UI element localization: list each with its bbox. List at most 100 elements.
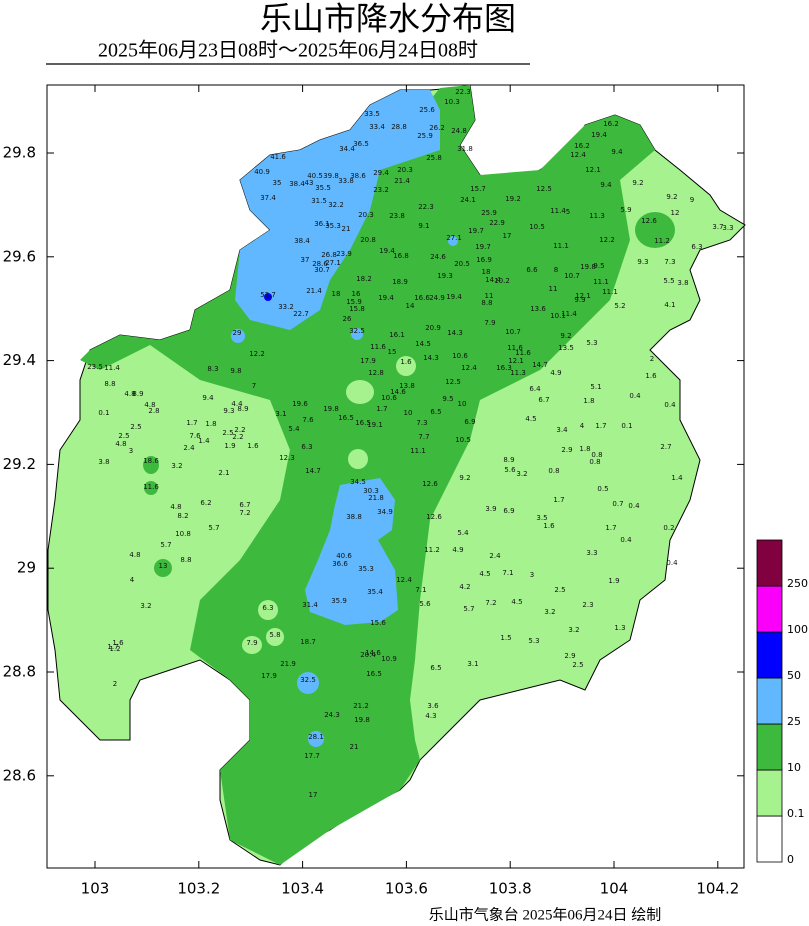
station-value: 3.3	[586, 549, 597, 557]
station-value: 4.4	[231, 400, 243, 408]
station-value: 1.4	[671, 474, 683, 482]
station-value: 29	[233, 329, 242, 337]
x-tick-label: 104	[600, 880, 629, 898]
station-value: 19.1	[367, 421, 383, 429]
legend-swatch	[756, 723, 783, 771]
station-value: 5.7	[463, 605, 474, 613]
station-value: 6.9	[464, 418, 475, 426]
station-value: 0.4	[628, 502, 640, 510]
station-value: 1.6	[400, 358, 412, 366]
station-value: 37.4	[260, 194, 276, 202]
station-value: 10.2	[494, 277, 510, 285]
station-value: 9.5	[593, 262, 604, 270]
station-value: 7.1	[415, 586, 426, 594]
station-value: 2.4	[489, 552, 501, 560]
station-value: 7.1	[502, 569, 513, 577]
station-value: 4.5	[525, 415, 536, 423]
station-value: 17.9	[360, 357, 376, 365]
region-green	[144, 481, 158, 495]
station-value: 13	[159, 562, 168, 570]
station-value: 6.3	[301, 443, 312, 451]
station-value: 28.8	[391, 123, 407, 131]
station-value: 4.8	[115, 440, 126, 448]
station-value: 40.5	[307, 172, 323, 180]
station-value: 7.7	[418, 433, 429, 441]
station-value: 16.3	[496, 364, 512, 372]
station-value: 1.7	[605, 524, 616, 532]
station-value: 2.1	[218, 469, 229, 477]
station-value: 43	[305, 179, 314, 187]
station-value: 10.7	[564, 272, 580, 280]
station-value: 0.4	[620, 536, 632, 544]
station-value: 24.6	[430, 253, 446, 261]
station-value: 0.8	[548, 467, 559, 475]
station-value: 1.3	[614, 624, 625, 632]
station-value: 22.3	[418, 203, 434, 211]
station-value: 38.8	[346, 513, 362, 521]
station-value: 2	[650, 355, 654, 363]
legend-swatch	[756, 769, 783, 817]
station-value: 21.8	[368, 494, 384, 502]
station-value: 12	[671, 209, 680, 217]
station-value: 30.7	[314, 266, 330, 274]
station-value: 16.9	[476, 256, 492, 264]
station-value: 19.7	[468, 227, 484, 235]
station-value: 1.4	[198, 437, 210, 445]
station-value: 9.4	[611, 148, 623, 156]
station-value: 20.3	[358, 211, 374, 219]
station-value: 10.3	[444, 98, 460, 106]
station-value: 7.2	[485, 599, 496, 607]
station-value: 3.8	[677, 279, 688, 287]
station-value: 1.8	[583, 397, 594, 405]
station-value: 33.4	[369, 123, 385, 131]
station-value: 12.4	[461, 364, 477, 372]
station-value: 5.4	[288, 425, 300, 433]
station-value: 11.4	[550, 207, 566, 215]
map-title: 乐山市降水分布图	[260, 0, 516, 36]
station-value: 16.5	[338, 414, 354, 422]
station-value: 31.8	[457, 145, 473, 153]
station-value: 19.3	[437, 272, 453, 280]
region-light-blue	[351, 328, 363, 340]
station-value: 9.2	[666, 193, 677, 201]
station-value: 22.3	[455, 88, 471, 96]
station-value: 15.9	[346, 298, 362, 306]
station-value: 4.8	[170, 503, 181, 511]
station-value: 15.7	[470, 185, 486, 193]
station-value: 17.9	[261, 672, 277, 680]
station-value: 9.2	[560, 332, 571, 340]
station-value: 2.5	[130, 423, 141, 431]
station-value: 0.8	[589, 458, 600, 466]
station-value: 14.7	[532, 361, 548, 369]
station-value: 10.9	[381, 655, 397, 663]
station-value: 7.6	[302, 416, 314, 424]
station-value: 5.7	[208, 524, 219, 532]
station-value: 14.5	[415, 340, 431, 348]
station-value: 5.3	[528, 637, 539, 645]
station-value: 15	[388, 348, 397, 356]
legend-label: 250	[787, 577, 808, 590]
station-value: 4	[580, 422, 585, 430]
station-value: 1.9	[224, 442, 235, 450]
station-value: 0.8	[591, 451, 602, 459]
station-value: 18	[482, 268, 491, 276]
station-value: 2.7	[660, 443, 671, 451]
station-value: 6.7	[538, 396, 549, 404]
legend-swatch	[756, 585, 783, 633]
station-value: 7.9	[484, 319, 495, 327]
station-value: 11.6	[370, 343, 386, 351]
station-value: 0.4	[629, 392, 641, 400]
station-value: 7.6	[189, 432, 201, 440]
station-value: 23.9	[336, 250, 352, 258]
station-value: 1.6	[543, 522, 555, 530]
station-value: 5.6	[504, 466, 516, 474]
station-value: 11	[485, 292, 494, 300]
x-tick-label: 103.8	[489, 880, 532, 898]
y-tick-label: 28.8	[3, 663, 36, 681]
station-value: 14.4	[485, 276, 501, 284]
station-value: 14.6	[365, 649, 381, 657]
station-value: 16.5	[355, 419, 371, 427]
station-value: 14.3	[447, 329, 463, 337]
station-value: 17	[309, 791, 318, 799]
x-tick-label: 103.2	[177, 880, 220, 898]
